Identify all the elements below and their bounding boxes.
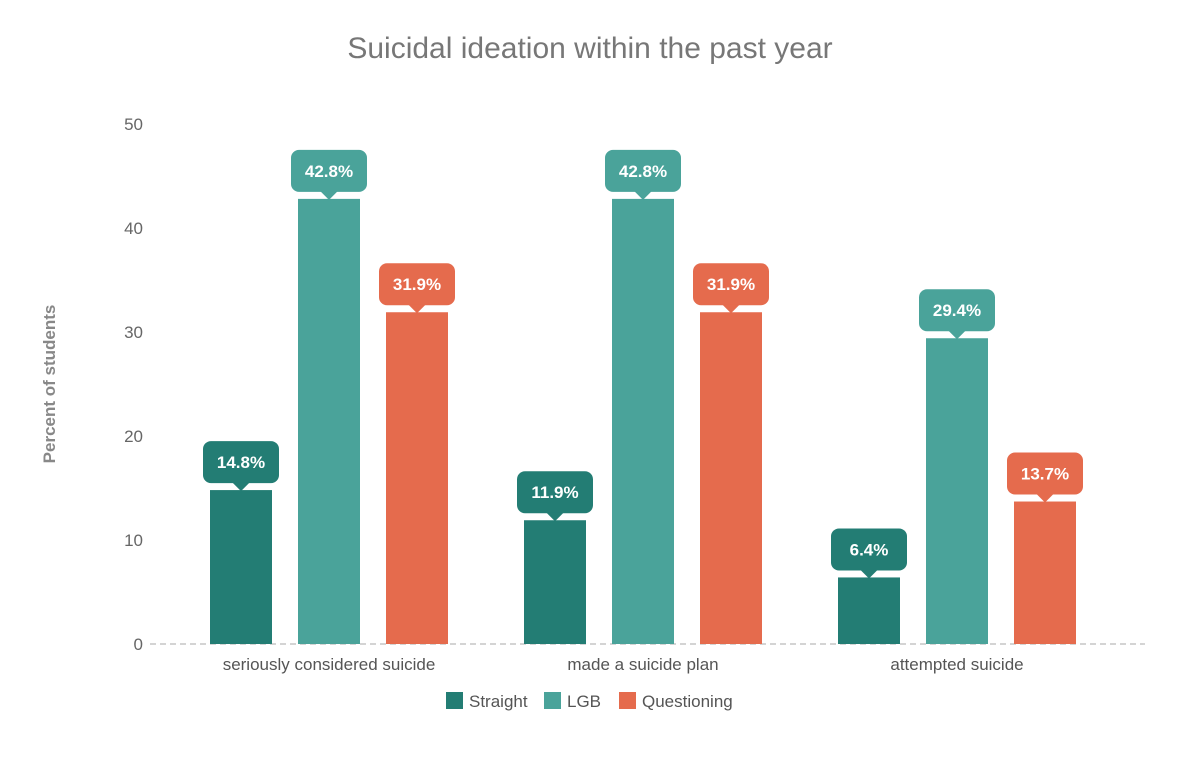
y-tick-label: 0 <box>134 635 143 654</box>
data-label: 13.7% <box>1021 465 1069 484</box>
y-axis: 0 10 20 30 40 50 <box>124 115 143 654</box>
bar-questioning[interactable] <box>700 312 762 644</box>
y-tick-label: 10 <box>124 531 143 550</box>
bar-lgb[interactable] <box>926 338 988 644</box>
chart-title: Suicidal ideation within the past year <box>347 32 832 65</box>
x-tick-label: attempted suicide <box>890 655 1023 674</box>
data-label-pointer <box>948 330 966 340</box>
data-label-pointer <box>320 190 338 200</box>
y-tick-label: 40 <box>124 219 143 238</box>
legend-label: Questioning <box>642 692 733 711</box>
bar-questioning[interactable] <box>386 312 448 644</box>
legend-swatch <box>446 692 463 709</box>
data-label-bubble <box>831 528 907 571</box>
legend-swatch <box>619 692 636 709</box>
data-label-pointer <box>408 304 426 314</box>
data-label-bubble <box>517 471 593 514</box>
bar-straight[interactable] <box>524 520 586 644</box>
data-label-bubble <box>693 263 769 306</box>
data-label-pointer <box>232 482 250 492</box>
bar-lgb[interactable] <box>612 198 674 644</box>
data-label-bubble <box>1007 452 1083 495</box>
bar-questioning[interactable] <box>1014 501 1076 644</box>
data-label: 14.8% <box>217 453 265 472</box>
bars <box>210 198 1076 644</box>
x-tick-label: seriously considered suicide <box>223 655 436 674</box>
legend-item-straight[interactable]: Straight <box>446 692 528 711</box>
data-label: 6.4% <box>850 540 889 559</box>
data-label-pointer <box>634 190 652 200</box>
data-label: 11.9% <box>531 483 578 502</box>
data-label-bubble <box>379 263 455 306</box>
y-tick-label: 20 <box>124 427 143 446</box>
bar-lgb[interactable] <box>298 198 360 644</box>
legend[interactable]: Straight LGB Questioning <box>446 692 733 711</box>
data-label-bubble <box>203 441 279 484</box>
y-axis-label: Percent of students <box>40 305 59 464</box>
data-label-pointer <box>1036 493 1054 503</box>
data-label: 42.8% <box>619 162 667 181</box>
y-tick-label: 30 <box>124 323 143 342</box>
data-label-bubble <box>919 289 995 332</box>
data-label-bubble <box>605 149 681 192</box>
bar-straight[interactable] <box>210 490 272 644</box>
data-label: 31.9% <box>707 275 755 294</box>
legend-label: Straight <box>469 692 528 711</box>
y-tick-label: 50 <box>124 115 143 134</box>
data-label-bubble <box>291 149 367 192</box>
x-tick-label: made a suicide plan <box>567 655 718 674</box>
data-label: 29.4% <box>933 301 981 320</box>
x-axis: seriously considered suicide made a suici… <box>223 655 1024 674</box>
data-label-pointer <box>722 304 740 314</box>
data-label-pointer <box>546 512 564 522</box>
legend-item-questioning[interactable]: Questioning <box>619 692 733 711</box>
data-labels: 14.8% 42.8% 31.9% 11.9% 42.8% 31.9% 6.4% 29.4% 1… <box>203 149 1083 579</box>
legend-swatch <box>544 692 561 709</box>
data-label: 31.9% <box>393 275 441 294</box>
bar-straight[interactable] <box>838 577 900 644</box>
data-label-pointer <box>860 569 878 579</box>
data-label: 42.8% <box>305 162 353 181</box>
legend-item-lgb[interactable]: LGB <box>544 692 601 711</box>
legend-label: LGB <box>567 692 601 711</box>
